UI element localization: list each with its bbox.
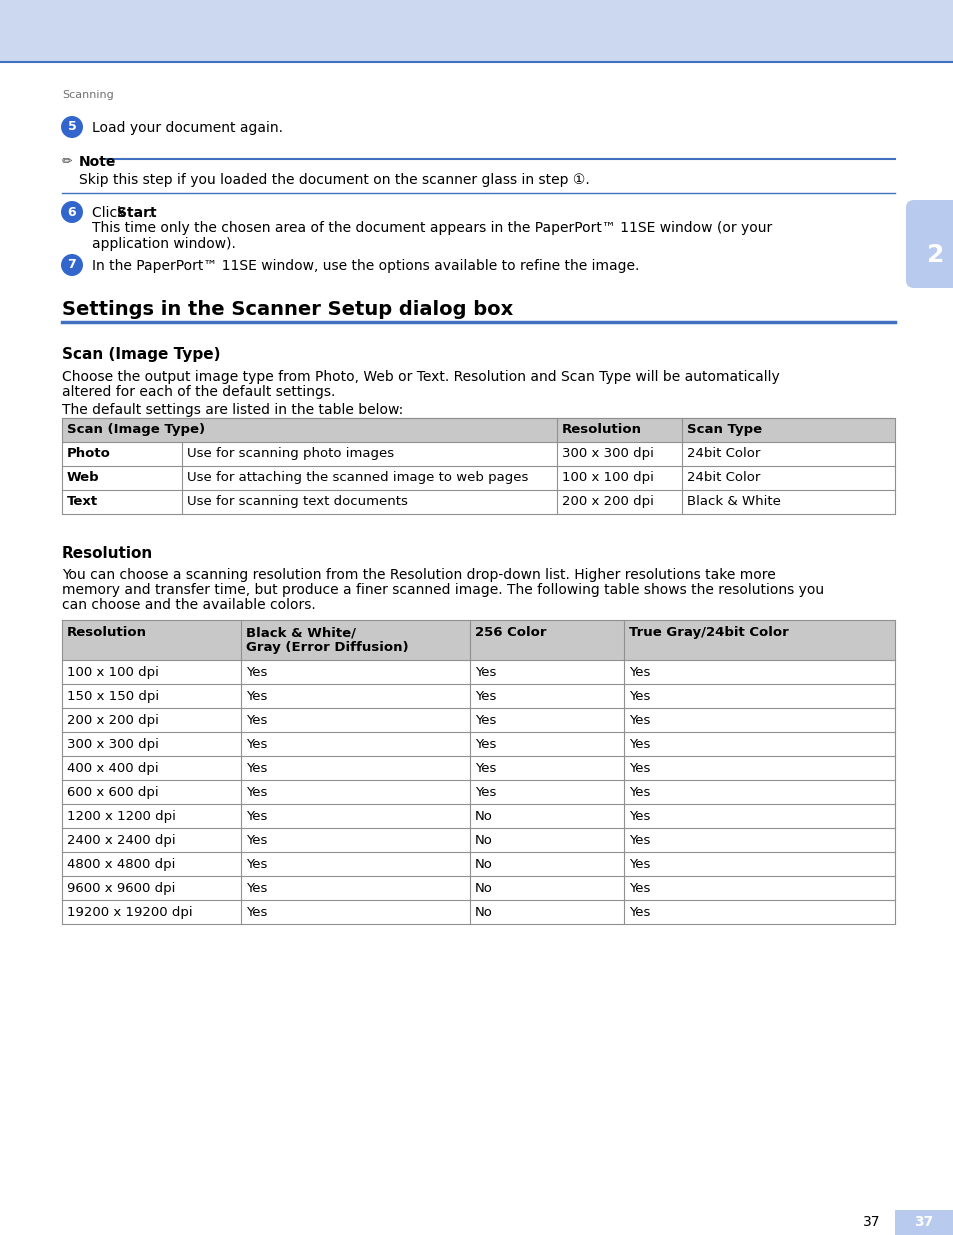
Text: 600 x 600 dpi: 600 x 600 dpi (67, 785, 158, 799)
Text: Yes: Yes (246, 785, 267, 799)
Text: Yes: Yes (628, 690, 650, 703)
Text: Use for scanning text documents: Use for scanning text documents (187, 495, 408, 508)
Text: Yes: Yes (246, 810, 267, 823)
Text: You can choose a scanning resolution from the Resolution drop-down list. Higher : You can choose a scanning resolution fro… (62, 568, 775, 582)
Text: Choose the output image type from Photo, Web or Text. Resolution and Scan Type w: Choose the output image type from Photo,… (62, 370, 779, 384)
Text: 200 x 200 dpi: 200 x 200 dpi (561, 495, 653, 508)
Text: 37: 37 (862, 1215, 879, 1229)
Text: Web: Web (67, 471, 99, 484)
Text: 24bit Color: 24bit Color (686, 471, 760, 484)
Text: memory and transfer time, but produce a finer scanned image. The following table: memory and transfer time, but produce a … (62, 583, 823, 597)
FancyBboxPatch shape (905, 200, 953, 288)
Text: Photo: Photo (67, 447, 111, 459)
Text: 2: 2 (926, 243, 943, 267)
Text: 400 x 400 dpi: 400 x 400 dpi (67, 762, 158, 776)
Text: 5: 5 (68, 121, 76, 133)
Text: .: . (148, 206, 152, 220)
Text: Yes: Yes (475, 714, 496, 727)
Text: Use for scanning photo images: Use for scanning photo images (187, 447, 394, 459)
Text: 100 x 100 dpi: 100 x 100 dpi (561, 471, 653, 484)
Text: 300 x 300 dpi: 300 x 300 dpi (67, 739, 159, 751)
Text: No: No (475, 834, 493, 847)
Text: 2400 x 2400 dpi: 2400 x 2400 dpi (67, 834, 175, 847)
Text: Start: Start (117, 206, 156, 220)
Bar (62, 620, 894, 659)
Text: 9600 x 9600 dpi: 9600 x 9600 dpi (67, 882, 175, 895)
Text: Scan Type: Scan Type (686, 424, 761, 436)
Text: This time only the chosen area of the document appears in the PaperPort™ 11SE wi: This time only the chosen area of the do… (91, 221, 771, 251)
Circle shape (61, 201, 83, 224)
Text: Yes: Yes (246, 739, 267, 751)
Text: 7: 7 (68, 258, 76, 272)
Text: Yes: Yes (628, 906, 650, 919)
Text: Yes: Yes (475, 666, 496, 679)
Text: Click: Click (91, 206, 130, 220)
Text: 1200 x 1200 dpi: 1200 x 1200 dpi (67, 810, 175, 823)
Text: Yes: Yes (628, 834, 650, 847)
Text: Yes: Yes (475, 739, 496, 751)
Text: True Gray/24bit Color: True Gray/24bit Color (628, 626, 788, 638)
Text: 100 x 100 dpi: 100 x 100 dpi (67, 666, 159, 679)
Text: Yes: Yes (246, 762, 267, 776)
Text: Text: Text (67, 495, 98, 508)
Text: Use for attaching the scanned image to web pages: Use for attaching the scanned image to w… (187, 471, 528, 484)
Text: ✏: ✏ (62, 156, 72, 168)
Text: Black & White/
Gray (Error Diffusion): Black & White/ Gray (Error Diffusion) (246, 626, 408, 655)
Text: Yes: Yes (628, 762, 650, 776)
Text: Yes: Yes (246, 882, 267, 895)
Text: Yes: Yes (246, 834, 267, 847)
Text: 37: 37 (913, 1215, 933, 1229)
Text: Skip this step if you loaded the document on the scanner glass in step ①.: Skip this step if you loaded the documen… (79, 173, 589, 186)
Text: 300 x 300 dpi: 300 x 300 dpi (561, 447, 653, 459)
Text: Resolution: Resolution (67, 626, 147, 638)
Text: 150 x 150 dpi: 150 x 150 dpi (67, 690, 159, 703)
Text: Yes: Yes (246, 714, 267, 727)
Text: Yes: Yes (628, 739, 650, 751)
Text: 200 x 200 dpi: 200 x 200 dpi (67, 714, 159, 727)
Text: Yes: Yes (475, 785, 496, 799)
Text: Yes: Yes (628, 882, 650, 895)
Text: Yes: Yes (628, 858, 650, 871)
Text: No: No (475, 858, 493, 871)
Text: Yes: Yes (628, 785, 650, 799)
Text: Yes: Yes (246, 666, 267, 679)
Text: Yes: Yes (628, 714, 650, 727)
Text: Yes: Yes (246, 858, 267, 871)
Bar (894, 1210, 953, 1235)
Bar (0, 0, 953, 62)
Text: Yes: Yes (628, 810, 650, 823)
Text: altered for each of the default settings.: altered for each of the default settings… (62, 385, 335, 399)
Text: Yes: Yes (475, 690, 496, 703)
Text: Resolution: Resolution (62, 546, 153, 561)
Text: 4800 x 4800 dpi: 4800 x 4800 dpi (67, 858, 175, 871)
Text: 19200 x 19200 dpi: 19200 x 19200 dpi (67, 906, 193, 919)
Text: Black & White: Black & White (686, 495, 781, 508)
Text: Scan (Image Type): Scan (Image Type) (62, 347, 220, 362)
Text: Note: Note (79, 156, 116, 169)
Text: Yes: Yes (246, 690, 267, 703)
Text: Yes: Yes (475, 762, 496, 776)
Text: The default settings are listed in the table below:: The default settings are listed in the t… (62, 403, 403, 417)
Bar (62, 417, 894, 442)
Text: No: No (475, 810, 493, 823)
Bar (62, 417, 894, 442)
Text: Scanning: Scanning (62, 90, 113, 100)
Text: No: No (475, 906, 493, 919)
Text: Settings in the Scanner Setup dialog box: Settings in the Scanner Setup dialog box (62, 300, 513, 319)
Text: Yes: Yes (246, 906, 267, 919)
Text: 24bit Color: 24bit Color (686, 447, 760, 459)
Text: Scan (Image Type): Scan (Image Type) (67, 424, 205, 436)
Text: 256 Color: 256 Color (475, 626, 546, 638)
Text: In the PaperPort™ 11SE window, use the options available to refine the image.: In the PaperPort™ 11SE window, use the o… (91, 259, 639, 273)
Circle shape (61, 254, 83, 275)
Text: No: No (475, 882, 493, 895)
Text: Load your document again.: Load your document again. (91, 121, 283, 135)
Text: can choose and the available colors.: can choose and the available colors. (62, 598, 315, 613)
Text: Resolution: Resolution (561, 424, 641, 436)
Circle shape (61, 116, 83, 138)
Text: 6: 6 (68, 205, 76, 219)
Text: Yes: Yes (628, 666, 650, 679)
